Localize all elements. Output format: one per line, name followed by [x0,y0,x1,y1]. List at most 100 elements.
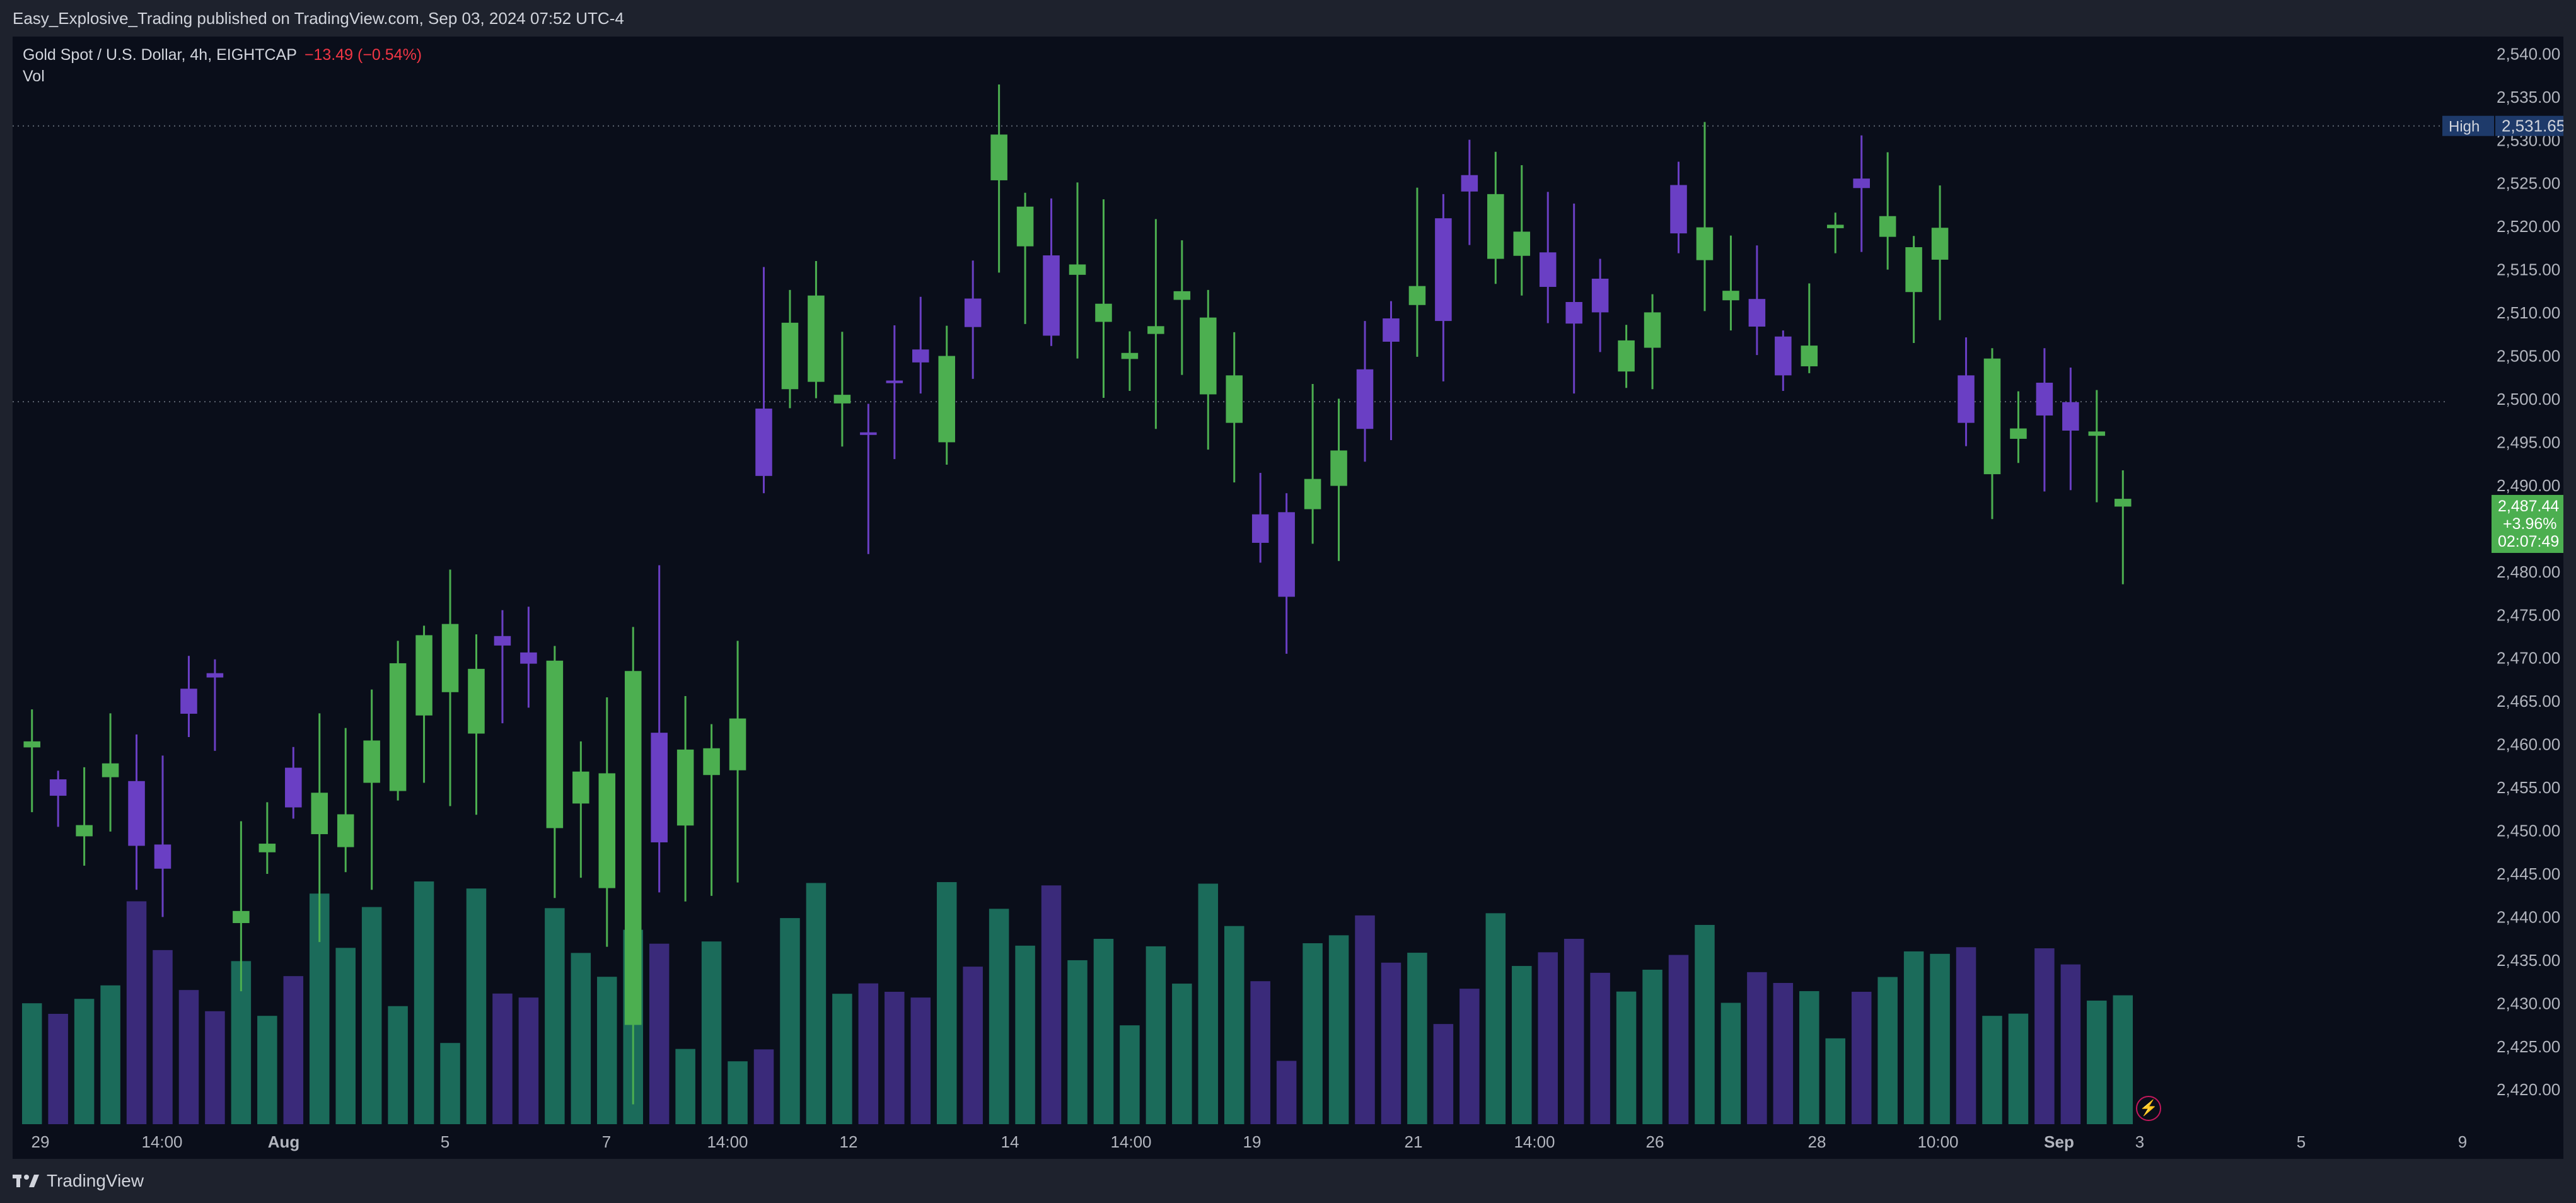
volume-bar [1198,883,1219,1124]
volume-bar [545,908,565,1124]
price-axis-label: 2,495.00 [2497,433,2560,451]
candle-body [2062,402,2079,431]
price-change: −13.49 (−0.54%) [304,46,422,64]
candle-body [833,395,851,404]
volume-bar [806,883,827,1124]
volume-bar [1747,972,1767,1124]
candle-body [808,295,825,382]
candle-body [572,771,589,804]
volume-bar [1512,966,1532,1124]
candle-body [1618,340,1635,372]
high-tag-value: 2,531.65 [2502,117,2563,136]
candle-body [912,349,929,363]
candle-body [2088,431,2106,436]
volume-bar [1538,952,1558,1124]
volume-bar [257,1016,277,1124]
volume-bar [963,967,983,1124]
price-axis-label: 2,470.00 [2497,649,2560,668]
volume-bar [492,993,513,1124]
candle-body [76,825,93,837]
volume-bar [1433,1024,1454,1124]
volume-bar [1982,1016,2002,1124]
price-axis-label: 2,430.00 [2497,994,2560,1013]
candle-body [781,322,799,390]
candle-body [1069,264,1086,275]
volume-bar [518,997,539,1124]
price-axis-label: 2,420.00 [2497,1080,2560,1099]
volume-bar [1642,970,1662,1124]
time-axis-label: 14:00 [141,1132,182,1151]
candle-body [337,814,354,847]
chart-legend: Gold Spot / U.S. Dollar, 4h, EIGHTCAP −13… [23,44,422,87]
candle-body [1983,358,2001,475]
price-axis-label: 2,445.00 [2497,864,2560,883]
price-axis-label: 2,480.00 [2497,562,2560,581]
volume-bar [858,983,879,1124]
candle-body [258,844,276,852]
volume-bar [1930,953,1950,1124]
volume-bar [283,976,304,1124]
volume-bar [2113,995,2133,1124]
volume-bar [1015,945,1035,1124]
footer-bar: TradingView [0,1159,2576,1203]
candle-body [1043,255,1060,336]
price-axis-label: 2,505.00 [2497,347,2560,366]
candle-body [1487,194,1504,259]
candle-body [624,671,642,1025]
price-axis-label: 2,515.00 [2497,260,2560,279]
volume-bar [701,941,722,1124]
candle-body [1853,178,1870,189]
time-axis-label: 5 [441,1132,450,1151]
price-axis-label: 2,535.00 [2497,88,2560,107]
candle-body [1905,247,1922,293]
volume-bar [1276,1061,1297,1124]
volume-bar [753,1049,774,1124]
last-price-box [2492,494,2563,553]
time-axis-label: 28 [1808,1132,1826,1151]
volume-bar [936,882,957,1124]
volume-bar [1250,981,1270,1124]
chart-pane[interactable]: 2,540.00 2,535.00 2,530.00 2,525.00 2,520.00… [13,37,2563,1159]
volume-bar [21,1003,42,1124]
high-tag-value-bg [2495,115,2563,136]
candle-body [1251,514,1269,543]
candle-body [703,748,720,776]
candle-body [441,624,459,692]
candle-body [1016,206,1034,247]
volume-bar [780,918,800,1124]
candle-body [180,689,197,714]
volume-bar [1799,991,1819,1124]
time-axis-label: 14 [1001,1132,1019,1151]
volume-bar [178,990,199,1124]
price-axis-label: 2,510.00 [2497,303,2560,322]
candle-body [1591,279,1609,313]
candlestick-chart[interactable]: 2,540.002,535.002,530.002,525.002,520.00… [13,37,2563,1159]
candle-body [49,779,67,796]
volume-bar [1041,885,1062,1124]
candle-body [1539,252,1557,288]
volume-bar [361,907,382,1124]
candle-body [1513,231,1531,256]
volume-bar [1773,983,1794,1124]
candle-body [128,781,145,846]
flash-icon[interactable]: ⚡ [2136,1096,2161,1121]
candle-body [520,652,537,664]
candle-body [1356,369,1374,429]
candle-body [676,749,694,826]
volume-bar [1146,946,1166,1124]
time-axis-label: 14:00 [707,1132,748,1151]
candle-body [1383,318,1400,342]
candle-body [886,380,903,383]
volume-bar [1224,926,1244,1124]
candle-body [1435,218,1452,322]
time-axis-label: 12 [840,1132,858,1151]
volume-bar [1172,984,1192,1124]
volume-legend-label: Vol [23,67,45,85]
time-axis-label: 21 [1405,1132,1423,1151]
candle-body [311,793,328,834]
candle-body [1670,185,1687,234]
candle-body [23,741,40,748]
volume-bar [1564,939,1584,1124]
volume-bar [1067,960,1088,1124]
candle-body [2010,428,2027,439]
